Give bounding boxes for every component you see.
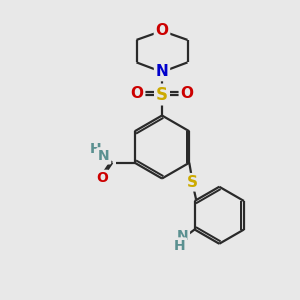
Text: O: O xyxy=(180,86,194,101)
Text: H: H xyxy=(174,239,185,253)
Text: O: O xyxy=(130,86,144,101)
Text: N: N xyxy=(177,229,188,242)
Text: N: N xyxy=(156,64,168,80)
Text: O: O xyxy=(155,23,169,38)
Text: S: S xyxy=(156,85,168,103)
Text: O: O xyxy=(96,171,108,185)
Text: N: N xyxy=(98,149,110,163)
Text: S: S xyxy=(187,175,198,190)
Text: H: H xyxy=(90,142,101,156)
